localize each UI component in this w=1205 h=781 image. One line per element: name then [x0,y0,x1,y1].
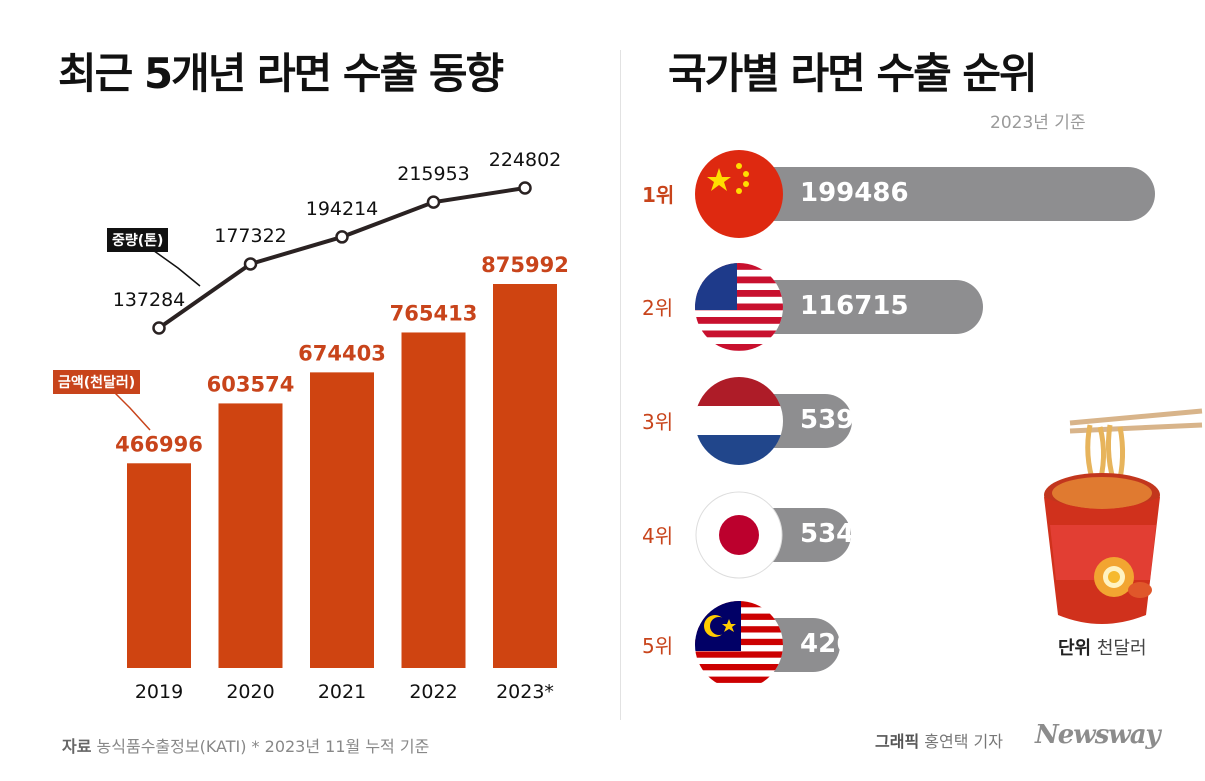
rank-label: 3위 [642,410,674,434]
usa-flag-icon [695,263,783,351]
x-tick-2023*: 2023* [496,681,554,703]
amount-label-2019: 466996 [115,432,203,456]
x-tick-2019: 2019 [135,681,183,703]
rank-row-3: 3위 53914 [640,376,1170,466]
malaysia-flag-icon [695,601,783,689]
rank-value: 199486 [800,178,909,208]
rank-label: 5위 [642,634,674,658]
newsway-logo: Newsway [1035,720,1161,750]
netherlands-flag-icon [695,377,783,465]
amount-tag-pointer [111,389,151,431]
weight-point-2019 [152,321,166,335]
weight-point-2023* [518,181,532,195]
graphic-credit: 그래픽 홍연택 기자 [875,732,1003,751]
rank-label: 1위 [642,183,675,207]
right-chart-title: 국가별 라면 수출 순위 [668,49,1038,98]
weight-label-2022: 215953 [397,163,470,185]
weight-label-2019: 137284 [113,289,186,311]
amount-bar-2019 [127,463,191,668]
rank-row-1: 1위 199486 [640,149,1170,239]
export-trend-chart: 466996 2019 603574 2020 674403 2021 765413 2022… [111,149,569,703]
amount-label-2020: 603574 [207,372,295,396]
amount-label-2021: 674403 [298,341,386,365]
unit-label: 단위 천달러 [1058,638,1147,659]
weight-point-2021 [335,230,349,244]
rank-value: 53914 [800,405,891,435]
rank-bar [740,167,1155,221]
japan-flag-icon [695,491,783,579]
weight-point-2020 [243,257,258,271]
amount-label-2023*: 875992 [481,253,569,277]
rank-value: 42659 [800,629,891,659]
amount-bar-2023* [493,284,557,668]
amount-bar-2021 [310,372,374,668]
rank-row-2: 2위 116715 [640,262,1170,352]
weight-label-2023*: 224802 [489,149,562,171]
left-chart-title: 최근 5개년 라면 수출 동향 [58,49,504,98]
ranking-basis-note: 2023년 기준 [990,113,1086,133]
weight-series-tag: 중량(톤) [107,228,169,252]
rank-value: 116715 [800,291,909,321]
amount-label-2022: 765413 [390,301,478,325]
source-note: 자료 농식품수출정보(KATI) * 2023년 11월 누적 기준 [62,737,430,756]
section-divider [620,50,621,720]
weight-label-2021: 194214 [306,198,379,220]
amount-bar-2020 [218,403,283,668]
x-tick-2021: 2021 [318,681,366,703]
amount-series-tag: 금액(천달러) [53,370,141,394]
x-tick-2022: 2022 [409,681,457,703]
weight-tag-pointer [149,247,201,287]
rank-row-4: 4위 53469 [640,490,1170,580]
rank-label: 4위 [642,524,674,548]
x-tick-2020: 2020 [226,681,274,703]
rank-label: 2위 [642,296,674,320]
noodle-cup-icon [1044,408,1203,624]
weight-point-2022 [426,195,441,209]
amount-bar-2022 [401,332,466,668]
rank-row-5: 5위 42659 [640,600,1170,690]
china-flag-icon [695,150,783,238]
weight-label-2020: 177322 [214,225,287,247]
rank-value: 53469 [800,519,891,549]
